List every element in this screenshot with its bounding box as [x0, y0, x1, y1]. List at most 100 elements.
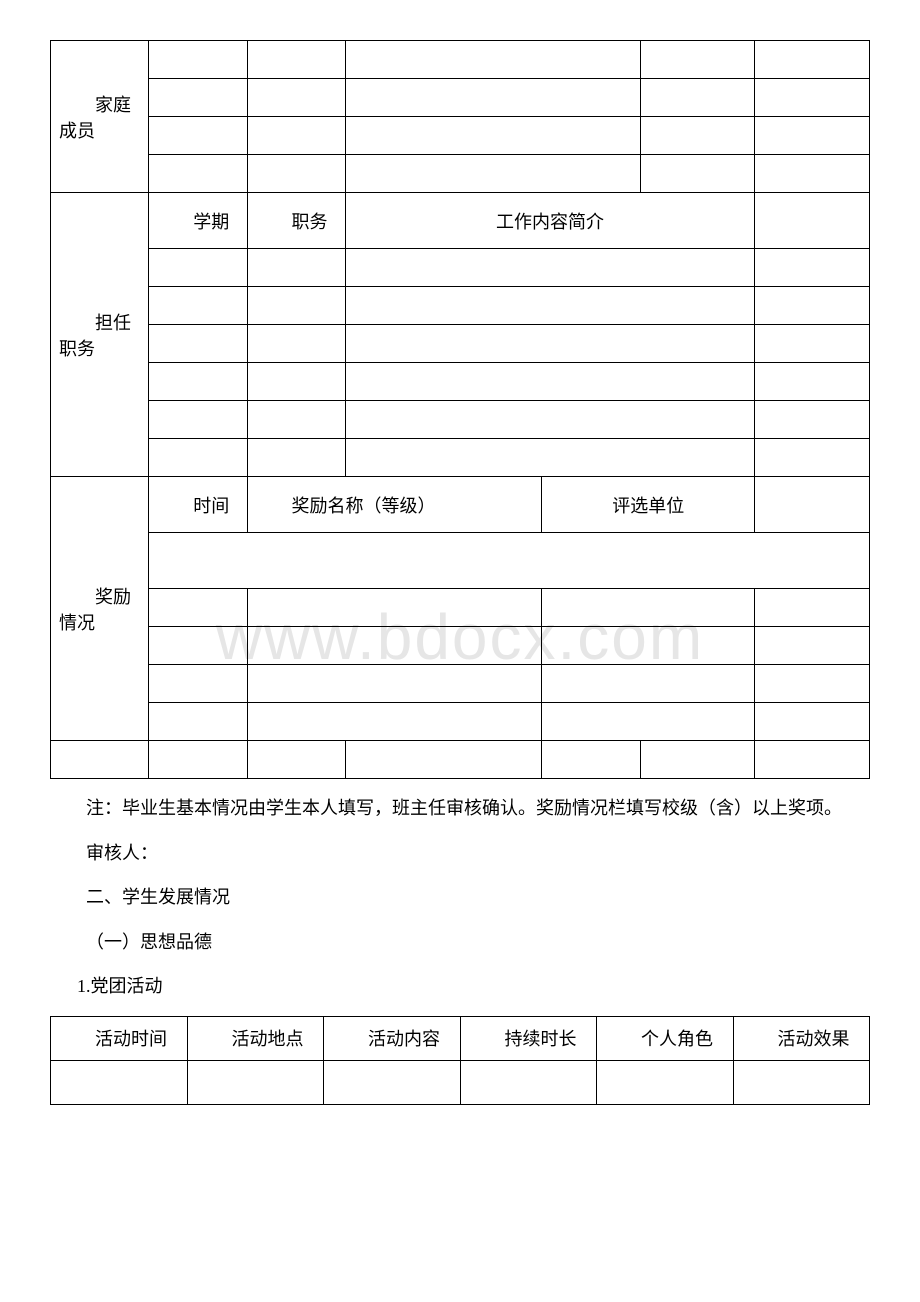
- activity-row: [51, 1060, 870, 1104]
- position-cell: [247, 249, 345, 287]
- family-cell: [149, 117, 247, 155]
- position-cell: [755, 439, 870, 477]
- award-unit-header: 评选单位: [542, 477, 755, 533]
- family-cell: [247, 117, 345, 155]
- family-cell: [640, 117, 755, 155]
- footer-cell: [247, 741, 345, 779]
- award-cell: [755, 477, 870, 533]
- footer-row: [51, 741, 870, 779]
- position-cell: [247, 287, 345, 325]
- position-cell: [345, 401, 754, 439]
- award-cell: [755, 589, 870, 627]
- family-row: 家庭成员: [51, 41, 870, 79]
- family-cell: [149, 155, 247, 193]
- reviewer-paragraph: 审核人：: [50, 838, 870, 869]
- award-header-row: 奖励情况 时间 奖励名称（等级） 评选单位: [51, 477, 870, 533]
- award-cell: [755, 665, 870, 703]
- family-cell: [247, 79, 345, 117]
- family-cell: [149, 41, 247, 79]
- family-cell: [345, 117, 640, 155]
- position-cell: [149, 249, 247, 287]
- family-cell: [247, 41, 345, 79]
- award-cell: [755, 703, 870, 741]
- position-cell: [149, 401, 247, 439]
- family-cell: [640, 155, 755, 193]
- award-cell: [247, 627, 542, 665]
- award-time-header: 时间: [149, 477, 247, 533]
- position-cell: [755, 193, 870, 249]
- footer-cell: [640, 741, 755, 779]
- footer-cell: [345, 741, 542, 779]
- award-cell: [149, 627, 247, 665]
- position-role-header: 职务: [247, 193, 345, 249]
- footer-cell: [51, 741, 149, 779]
- award-row: [51, 665, 870, 703]
- award-cell: [542, 665, 755, 703]
- activity-time-header: 活动时间: [51, 1016, 188, 1060]
- family-cell: [247, 155, 345, 193]
- family-cell: [755, 155, 870, 193]
- position-cell: [149, 363, 247, 401]
- position-cell: [149, 439, 247, 477]
- item1-heading: 1.党团活动: [50, 971, 870, 1002]
- activity-role-header: 个人角色: [597, 1016, 734, 1060]
- activity-place-header: 活动地点: [187, 1016, 324, 1060]
- award-row: [51, 703, 870, 741]
- activity-cell: [187, 1060, 324, 1104]
- position-cell: [247, 401, 345, 439]
- position-cell: [755, 363, 870, 401]
- position-label-cell: 担任职务: [51, 193, 149, 477]
- award-cell: [755, 627, 870, 665]
- award-row: [51, 627, 870, 665]
- activity-cell: [597, 1060, 734, 1104]
- position-row: [51, 363, 870, 401]
- position-row: [51, 325, 870, 363]
- activity-content-header: 活动内容: [324, 1016, 461, 1060]
- award-row: [51, 589, 870, 627]
- position-cell: [345, 325, 754, 363]
- position-cell: [755, 401, 870, 439]
- position-summary-header: 工作内容简介: [345, 193, 754, 249]
- position-cell: [755, 249, 870, 287]
- award-cell: [542, 703, 755, 741]
- position-row: [51, 401, 870, 439]
- award-row: [51, 533, 870, 589]
- footer-cell: [149, 741, 247, 779]
- family-cell: [755, 117, 870, 155]
- award-cell: [149, 533, 870, 589]
- position-row: [51, 249, 870, 287]
- award-cell: [149, 703, 247, 741]
- award-cell: [149, 665, 247, 703]
- family-cell: [640, 79, 755, 117]
- position-cell: [345, 249, 754, 287]
- position-cell: [247, 439, 345, 477]
- activity-duration-header: 持续时长: [460, 1016, 597, 1060]
- position-row: [51, 287, 870, 325]
- activity-cell: [324, 1060, 461, 1104]
- activity-cell: [733, 1060, 870, 1104]
- footer-cell: [542, 741, 640, 779]
- award-cell: [542, 589, 755, 627]
- position-row: [51, 439, 870, 477]
- position-semester-header: 学期: [149, 193, 247, 249]
- activity-header-row: 活动时间 活动地点 活动内容 持续时长 个人角色 活动效果: [51, 1016, 870, 1060]
- award-cell: [247, 703, 542, 741]
- family-row: [51, 117, 870, 155]
- award-cell: [247, 589, 542, 627]
- position-cell: [247, 325, 345, 363]
- position-cell: [149, 325, 247, 363]
- position-cell: [755, 325, 870, 363]
- activity-cell: [460, 1060, 597, 1104]
- family-row: [51, 155, 870, 193]
- activity-cell: [51, 1060, 188, 1104]
- family-label-cell: 家庭成员: [51, 41, 149, 193]
- activity-table: 活动时间 活动地点 活动内容 持续时长 个人角色 活动效果: [50, 1016, 870, 1105]
- award-label-cell: 奖励情况: [51, 477, 149, 741]
- section2-heading: 二、学生发展情况: [50, 882, 870, 913]
- family-cell: [149, 79, 247, 117]
- position-cell: [149, 287, 247, 325]
- family-cell: [755, 79, 870, 117]
- award-cell: [247, 665, 542, 703]
- family-cell: [345, 79, 640, 117]
- award-cell: [542, 627, 755, 665]
